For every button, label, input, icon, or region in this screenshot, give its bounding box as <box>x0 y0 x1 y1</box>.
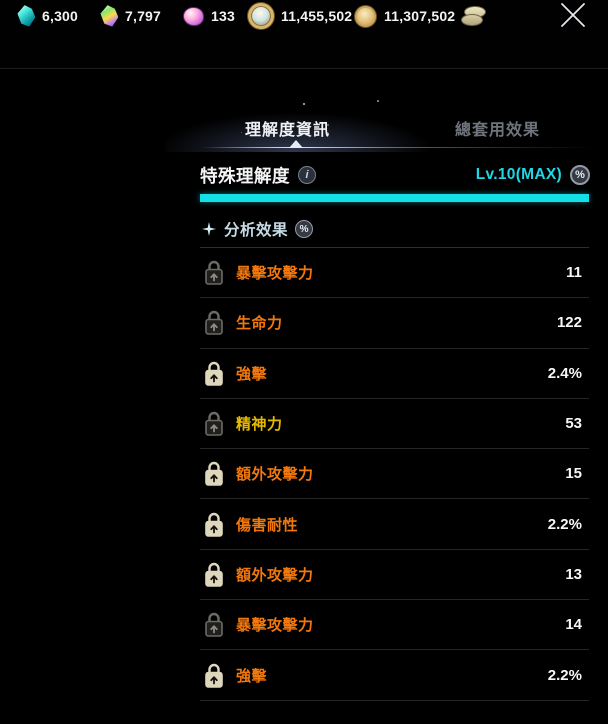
currency-topbar: 6,300 7,797 133 11,455,502 11,307,502 <box>0 0 608 69</box>
page-title: 特殊理解度 <box>200 165 290 186</box>
currency-icon <box>461 6 487 26</box>
sparkle-icon <box>202 222 216 236</box>
lock-icon <box>205 311 223 336</box>
understanding-progress-fill <box>200 194 589 202</box>
close-icon <box>561 3 585 27</box>
stat-value: 2.4% <box>547 364 582 382</box>
stat-name: 暴擊攻擊力 <box>236 617 314 635</box>
lock-icon <box>205 613 223 638</box>
stat-row: 強擊 2.2% <box>200 650 589 701</box>
stat-name: 強擊 <box>236 667 268 685</box>
currency-value: 11,307,502 <box>384 8 456 24</box>
active-tab-indicator <box>289 140 303 148</box>
stat-name: 強擊 <box>236 365 268 383</box>
stat-name: 額外攻擊力 <box>236 466 314 484</box>
stat-name: 額外攻擊力 <box>236 566 314 584</box>
stat-row: 暴擊攻擊力 11 <box>200 248 589 299</box>
lock-icon <box>205 512 223 537</box>
currency-item: 7,797 <box>101 3 161 29</box>
stat-value: 53 <box>565 415 582 433</box>
stat-value: 15 <box>565 465 582 483</box>
level-badge: Lv.10(MAX) <box>475 166 562 183</box>
currency-icon <box>248 3 274 29</box>
stat-value: 11 <box>566 264 582 282</box>
currency-value: 7,797 <box>125 8 162 24</box>
percent-icon[interactable]: % <box>570 165 590 185</box>
currency-icon <box>99 4 120 29</box>
panel-header: 特殊理解度 i Lv.10(MAX) % <box>200 162 590 188</box>
stat-row: 暴擊攻擊力 14 <box>200 600 589 651</box>
tab-divider <box>202 147 594 148</box>
lock-icon <box>205 562 223 587</box>
currency-item: 133 <box>183 3 235 29</box>
stat-row: 額外攻擊力 13 <box>200 550 589 601</box>
tab-total-applied-effects[interactable]: 總套用效果 <box>455 116 540 140</box>
currency-value: 6,300 <box>42 8 79 24</box>
currency-icon <box>183 6 204 26</box>
stat-row: 精神力 53 <box>200 399 589 450</box>
star-dot <box>303 103 305 105</box>
lock-icon <box>205 462 223 487</box>
star-dot <box>241 132 242 133</box>
understanding-progress-track <box>200 194 589 202</box>
stat-value: 2.2% <box>547 666 582 684</box>
percent-icon[interactable]: % <box>295 220 314 238</box>
stat-name: 暴擊攻擊力 <box>236 265 314 283</box>
stat-name: 傷害耐性 <box>236 516 299 534</box>
lock-icon <box>205 361 223 386</box>
info-icon[interactable]: i <box>298 166 316 184</box>
currency-item: 11,307,502 <box>354 3 455 29</box>
lock-icon <box>205 663 223 688</box>
stat-row: 生命力 122 <box>200 298 589 349</box>
currency-icon <box>354 4 377 28</box>
stat-name: 精神力 <box>236 416 283 434</box>
close-button[interactable] <box>553 1 593 29</box>
stat-row: 傷害耐性 2.2% <box>200 499 589 550</box>
stat-value: 13 <box>565 565 582 583</box>
stat-value: 122 <box>556 314 582 332</box>
star-dot <box>377 100 379 102</box>
stat-value: 2.2% <box>547 515 582 533</box>
section-title: 分析效果 <box>224 222 289 239</box>
currency-value: 133 <box>211 8 235 24</box>
currency-value: 11,455,502 <box>281 8 353 24</box>
tab-understanding-info[interactable]: 理解度資訊 <box>245 116 330 140</box>
stat-list: 暴擊攻擊力 11 生命力 122 強擊 2.4% <box>200 247 589 701</box>
currency-icon <box>16 4 37 29</box>
stat-value: 14 <box>565 616 582 634</box>
currency-item: 11,455,502 <box>248 3 352 29</box>
stat-row: 額外攻擊力 15 <box>200 449 589 500</box>
stat-name: 生命力 <box>236 315 283 333</box>
analysis-effects-header: 分析效果 % <box>202 218 314 240</box>
currency-item <box>461 3 494 29</box>
currency-item: 6,300 <box>18 3 78 29</box>
stat-row: 強擊 2.4% <box>200 349 589 399</box>
lock-icon <box>205 411 223 436</box>
lock-icon <box>205 260 223 285</box>
